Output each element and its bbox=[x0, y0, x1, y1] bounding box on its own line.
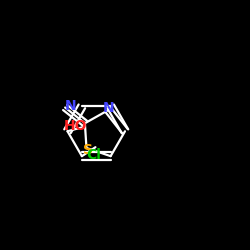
Text: Cl: Cl bbox=[86, 148, 101, 162]
Text: N: N bbox=[65, 99, 76, 113]
Text: N: N bbox=[102, 101, 114, 115]
Text: S: S bbox=[83, 143, 93, 157]
Text: HO: HO bbox=[64, 119, 87, 133]
